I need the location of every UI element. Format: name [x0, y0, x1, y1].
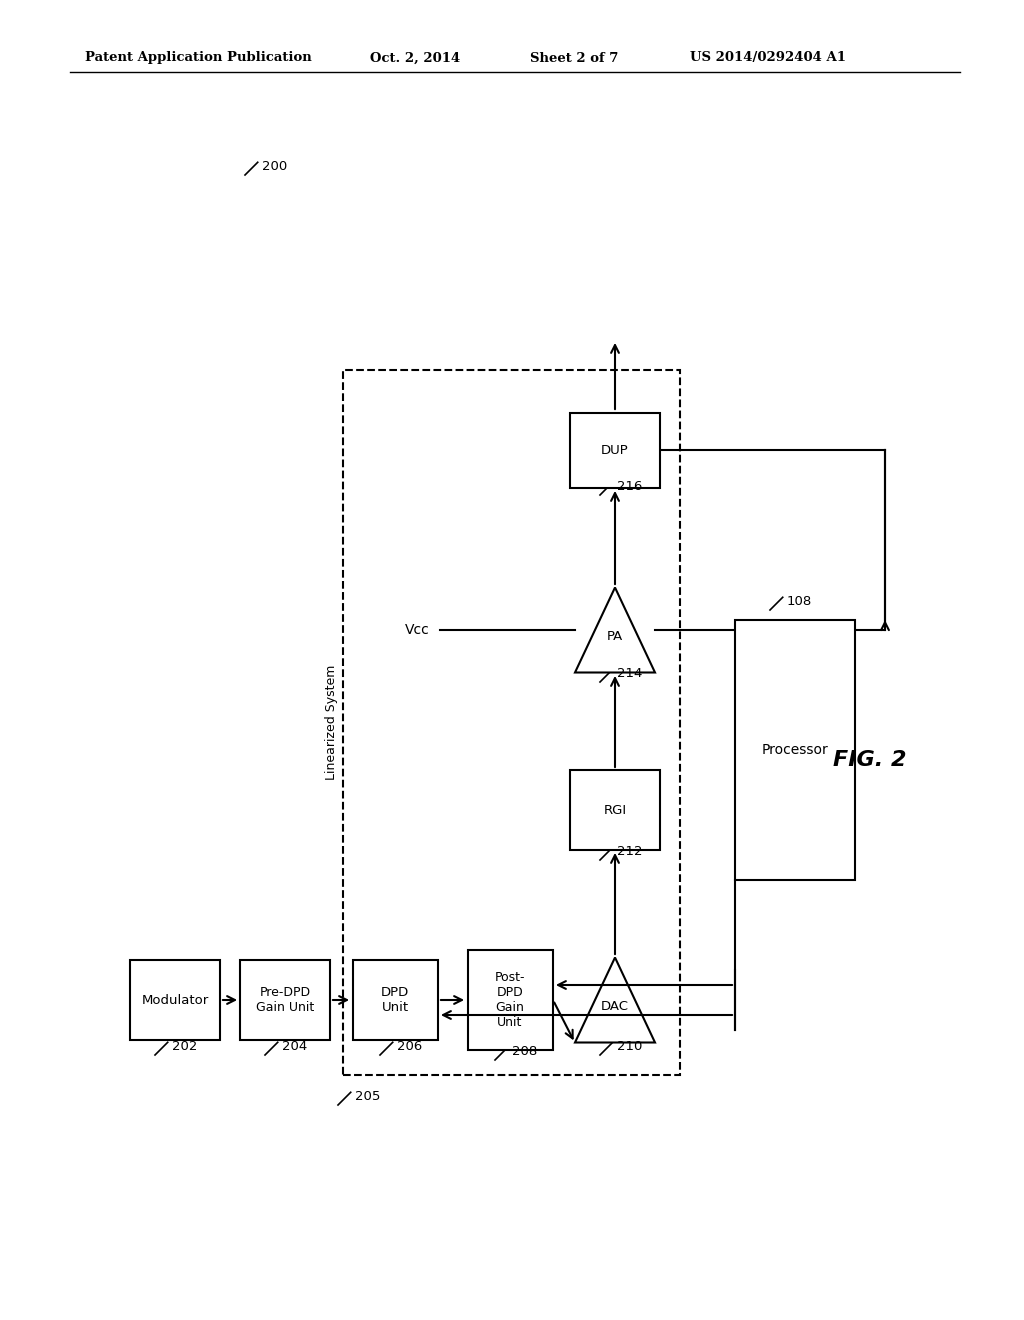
Text: 206: 206	[396, 1040, 422, 1053]
Text: 204: 204	[282, 1040, 307, 1053]
Text: US 2014/0292404 A1: US 2014/0292404 A1	[690, 51, 846, 65]
Text: Modulator: Modulator	[141, 994, 209, 1006]
Text: Processor: Processor	[762, 743, 828, 756]
Text: DUP: DUP	[601, 444, 629, 457]
Text: Linearized System: Linearized System	[325, 665, 338, 780]
Text: Pre-DPD
Gain Unit: Pre-DPD Gain Unit	[256, 986, 314, 1014]
Text: 202: 202	[172, 1040, 197, 1053]
Bar	[343, 370, 680, 1074]
Text: 214: 214	[616, 668, 642, 680]
Text: 216: 216	[616, 480, 642, 494]
Text: Sheet 2 of 7: Sheet 2 of 7	[530, 51, 618, 65]
Text: 208: 208	[512, 1045, 537, 1059]
Text: Post-
DPD
Gain
Unit: Post- DPD Gain Unit	[495, 972, 525, 1030]
Text: FIG. 2: FIG. 2	[834, 750, 906, 770]
Text: DAC: DAC	[601, 1001, 629, 1014]
Bar	[570, 770, 660, 850]
Bar	[130, 960, 220, 1040]
Polygon shape	[575, 587, 655, 672]
Bar	[352, 960, 437, 1040]
Polygon shape	[575, 957, 655, 1043]
Text: PA: PA	[607, 630, 624, 643]
Bar	[570, 412, 660, 487]
Bar	[468, 950, 553, 1049]
Text: DPD
Unit: DPD Unit	[381, 986, 410, 1014]
Bar	[240, 960, 330, 1040]
Text: RGI: RGI	[603, 804, 627, 817]
Text: 205: 205	[354, 1090, 380, 1104]
Bar	[735, 620, 855, 880]
Text: 200: 200	[262, 160, 287, 173]
Text: 212: 212	[616, 845, 642, 858]
Text: 108: 108	[786, 595, 812, 609]
Text: 210: 210	[616, 1040, 642, 1053]
Text: Oct. 2, 2014: Oct. 2, 2014	[370, 51, 460, 65]
Text: Vcc: Vcc	[406, 623, 430, 638]
Text: Patent Application Publication: Patent Application Publication	[85, 51, 311, 65]
